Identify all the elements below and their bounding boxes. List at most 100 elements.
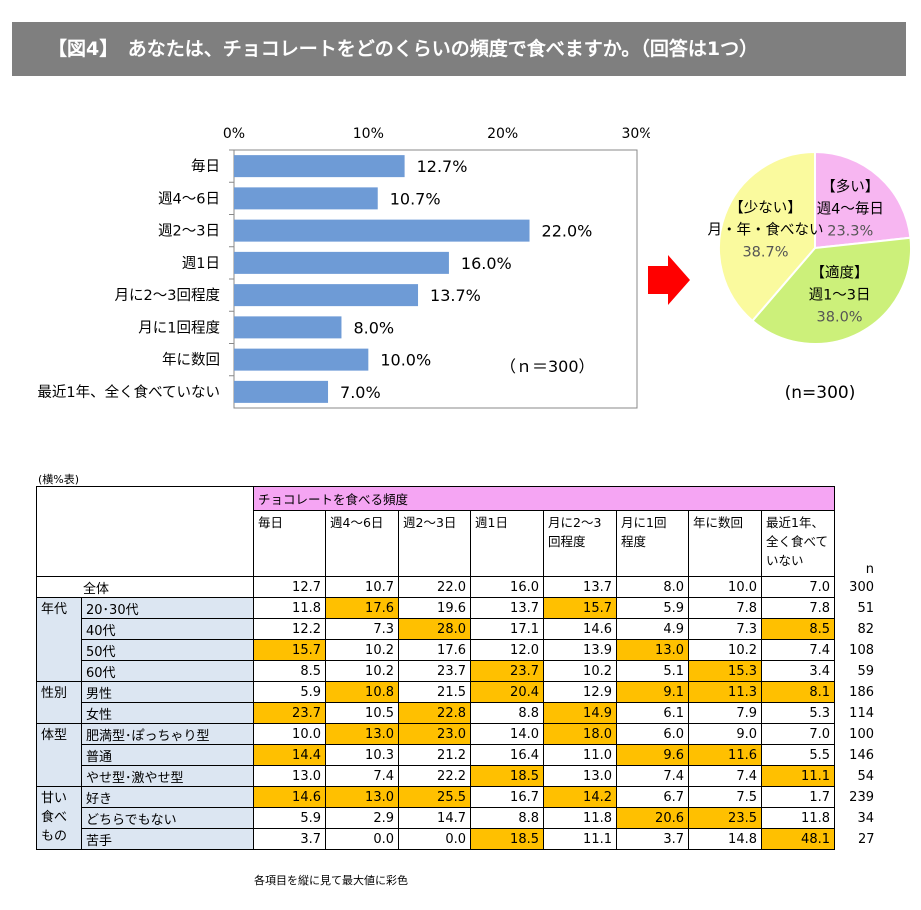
table-cell: 7.4 (616, 765, 689, 787)
table-cell: 7.0 (761, 576, 835, 598)
group-label: 体型 (36, 723, 82, 787)
bar (234, 187, 378, 210)
table-cell: 5.5 (761, 744, 835, 766)
table-cell: 7.4 (688, 765, 762, 787)
table-cell: 15.7 (253, 639, 326, 661)
table-cell: 14.6 (253, 786, 326, 808)
table-cell: 13.0 (543, 765, 617, 787)
table-cell: 5.9 (616, 597, 689, 619)
row-n: 54 (857, 768, 874, 784)
data-label: 7.0% (340, 383, 381, 402)
table-cell: 10.7 (325, 576, 399, 598)
table-cell: 18.0 (543, 723, 617, 745)
table-cell: 3.7 (253, 828, 326, 850)
table-cell: 17.1 (470, 618, 544, 640)
row-label: 肥満型･ぽっちゃり型 (81, 723, 254, 745)
category-label: 最近1年、全く食べていない (37, 383, 220, 401)
corner-cell (36, 486, 254, 511)
table-caption: (横%表) (38, 473, 80, 486)
table-cell: 21.2 (398, 744, 471, 766)
table-cell: 12.2 (253, 618, 326, 640)
bar (234, 316, 342, 339)
pie-slice-label: 23.3% (827, 224, 873, 240)
bar (234, 284, 419, 307)
table-cell: 20.6 (616, 807, 689, 829)
group-label: 年代 (36, 597, 82, 682)
row-n: 51 (857, 600, 874, 616)
table-cell: 9.0 (688, 723, 762, 745)
row-label: 60代 (81, 660, 254, 682)
table-cell: 10.2 (325, 639, 399, 661)
table-cell: 16.7 (470, 786, 544, 808)
data-label: 22.0% (542, 222, 593, 241)
table-cell: 11.8 (761, 807, 835, 829)
category-label: 週4～6日 (158, 190, 220, 207)
pie-slice (751, 236, 912, 345)
right-arrow-icon (648, 255, 690, 305)
column-header: 週2～3日 (398, 510, 471, 577)
table-cell: 14.2 (543, 786, 617, 808)
table-cell: 13.7 (470, 597, 544, 619)
row-n: 34 (857, 810, 874, 826)
table-cell: 19.6 (398, 597, 471, 619)
row-label: 苦手 (81, 828, 254, 850)
group-label: 甘い 食べ もの (36, 786, 82, 850)
x-tick-label: 20% (487, 126, 518, 142)
table-cell: 13.0 (253, 765, 326, 787)
table-cell: 2.9 (325, 807, 399, 829)
row-n: 300 (849, 579, 874, 595)
table-cell: 3.4 (761, 660, 835, 682)
table-cell: 10.2 (325, 660, 399, 682)
frequency-table: チョコレートを食べる頻度 毎日 週4～6日 週2～3日 週1日 月に2～3 回程度 月に1回程… (36, 486, 879, 850)
bar (234, 380, 329, 403)
table-cell: 10.3 (325, 744, 399, 766)
group-label: 性別 (36, 681, 82, 724)
table-cell: 10.2 (543, 660, 617, 682)
table-cell: 8.8 (470, 807, 544, 829)
table-cell: 5.9 (253, 807, 326, 829)
column-header: 月に2～3 回程度 (543, 510, 617, 577)
bar (234, 219, 530, 242)
table-cell: 23.0 (398, 723, 471, 745)
table-cell: 16.4 (470, 744, 544, 766)
pie-slice-label: 【多い】 (821, 179, 879, 196)
table-cell: 11.1 (543, 828, 617, 850)
pie-slice-label: 【適度】 (811, 264, 869, 282)
table-cell: 7.8 (688, 597, 762, 619)
table-cell: 7.3 (325, 618, 399, 640)
table-cell: 15.7 (543, 597, 617, 619)
table-cell: 14.4 (253, 744, 326, 766)
table-cell: 5.3 (761, 702, 835, 724)
table-cell: 12.7 (253, 576, 326, 598)
table-cell: 17.6 (398, 639, 471, 661)
table-cell: 8.0 (616, 576, 689, 598)
table-footnote: 各項目を縦に見て最大値に彩色 (254, 874, 408, 887)
table-cell: 13.9 (543, 639, 617, 661)
table-cell: 9.1 (616, 681, 689, 703)
table-cell: 22.2 (398, 765, 471, 787)
sample-size-note: （ｎ＝300） (500, 357, 595, 376)
x-tick-label: 0% (223, 126, 245, 142)
table-cell: 7.9 (688, 702, 762, 724)
row-label: どちらでもない (81, 807, 254, 829)
pie-slice-label: 週4～毎日 (817, 201, 884, 218)
table-cell: 7.8 (761, 597, 835, 619)
table-cell: 12.9 (543, 681, 617, 703)
data-label: 8.0% (353, 318, 394, 337)
column-header: 週4～6日 (325, 510, 399, 577)
table-cell: 7.5 (688, 786, 762, 808)
table-cell: 0.0 (398, 828, 471, 850)
row-label: 普通 (81, 744, 254, 766)
table-cell: 11.8 (253, 597, 326, 619)
row-label: 全体 (36, 576, 254, 598)
table-cell: 10.8 (325, 681, 399, 703)
table-cell: 14.7 (398, 807, 471, 829)
table-cell: 14.8 (688, 828, 762, 850)
table-cell: 6.7 (616, 786, 689, 808)
table-cell: 25.5 (398, 786, 471, 808)
data-label: 10.7% (390, 189, 441, 208)
table-cell: 8.8 (470, 702, 544, 724)
row-label: 女性 (81, 702, 254, 724)
table-cell: 18.5 (470, 765, 544, 787)
x-tick-label: 30% (621, 126, 650, 142)
